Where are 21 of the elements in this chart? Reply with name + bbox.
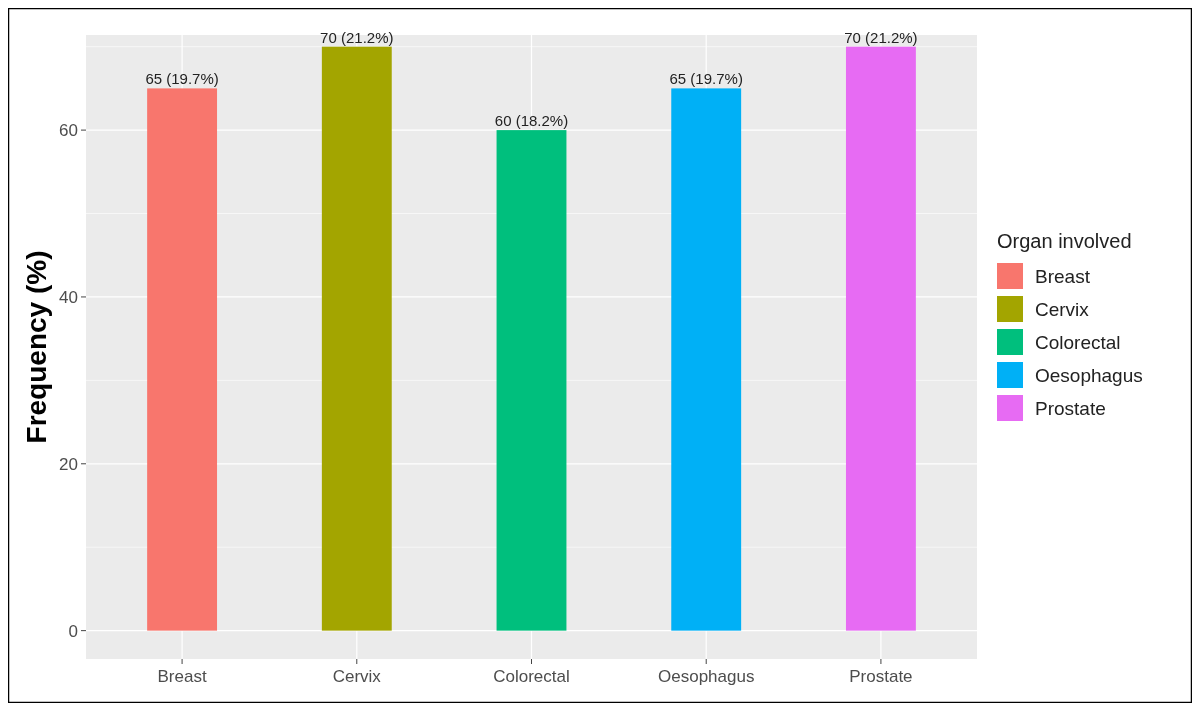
data-label: 65 (19.7%) (669, 70, 743, 88)
y-tick-label: 0 (68, 621, 78, 641)
legend-label: Cervix (1035, 298, 1090, 320)
x-tick-label: Breast (157, 667, 207, 686)
data-label: 65 (19.7%) (145, 70, 219, 88)
x-tick-label: Prostate (849, 667, 913, 686)
y-tick-label: 60 (59, 121, 78, 141)
y-tick-label: 40 (59, 287, 78, 307)
data-label: 60 (18.2%) (494, 112, 569, 130)
y-axis-title: Frequency (%) (21, 250, 52, 444)
legend-label: Oesophagus (1035, 364, 1143, 386)
data-label: 70 (21.2%) (844, 28, 918, 46)
y-tick-label: 20 (59, 454, 78, 474)
legend-title: Organ involved (997, 230, 1132, 252)
x-tick-label: Oesophagus (658, 667, 755, 686)
legend-label: Colorectal (1035, 331, 1121, 353)
x-tick-label: Cervix (332, 667, 382, 686)
legend-label: Prostate (1035, 397, 1106, 419)
legend-label: Breast (1035, 265, 1091, 287)
data-label: 70 (21.2%) (320, 28, 394, 46)
x-tick-label: Colorectal (493, 667, 570, 686)
